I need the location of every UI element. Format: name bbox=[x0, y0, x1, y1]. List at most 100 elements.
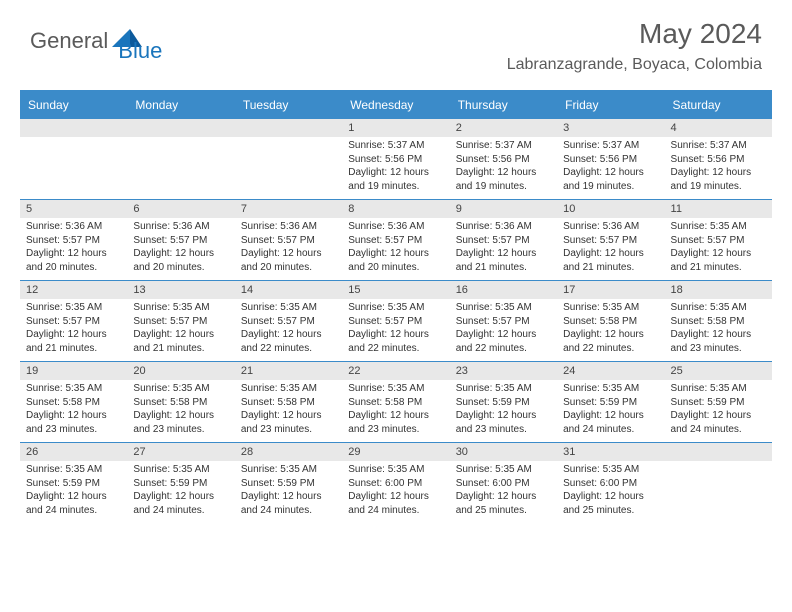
sunrise-text: Sunrise: 5:37 AM bbox=[671, 139, 766, 153]
sunrise-text: Sunrise: 5:35 AM bbox=[133, 463, 228, 477]
sunset-text: Sunset: 5:57 PM bbox=[241, 234, 336, 248]
day-cell: 26Sunrise: 5:35 AMSunset: 5:59 PMDayligh… bbox=[20, 443, 127, 523]
location-text: Labranzagrande, Boyaca, Colombia bbox=[507, 56, 762, 74]
sunset-text: Sunset: 5:56 PM bbox=[348, 153, 443, 167]
day-details: Sunrise: 5:36 AMSunset: 5:57 PMDaylight:… bbox=[20, 218, 127, 274]
day-number: 16 bbox=[450, 281, 557, 299]
day-details: Sunrise: 5:35 AMSunset: 5:59 PMDaylight:… bbox=[127, 461, 234, 517]
day-details: Sunrise: 5:35 AMSunset: 5:57 PMDaylight:… bbox=[20, 299, 127, 355]
day-details: Sunrise: 5:35 AMSunset: 5:59 PMDaylight:… bbox=[235, 461, 342, 517]
day-details: Sunrise: 5:36 AMSunset: 5:57 PMDaylight:… bbox=[235, 218, 342, 274]
sunset-text: Sunset: 5:57 PM bbox=[241, 315, 336, 329]
day-cell: 18Sunrise: 5:35 AMSunset: 5:58 PMDayligh… bbox=[665, 281, 772, 361]
day-cell: 4Sunrise: 5:37 AMSunset: 5:56 PMDaylight… bbox=[665, 119, 772, 199]
day-details: Sunrise: 5:35 AMSunset: 5:58 PMDaylight:… bbox=[342, 380, 449, 436]
day-details: Sunrise: 5:35 AMSunset: 5:57 PMDaylight:… bbox=[235, 299, 342, 355]
sunset-text: Sunset: 5:59 PM bbox=[26, 477, 121, 491]
daylight-text: Daylight: 12 hours and 24 minutes. bbox=[671, 409, 766, 436]
day-details: Sunrise: 5:35 AMSunset: 5:58 PMDaylight:… bbox=[557, 299, 664, 355]
day-number: 23 bbox=[450, 362, 557, 380]
sunrise-text: Sunrise: 5:36 AM bbox=[456, 220, 551, 234]
sunset-text: Sunset: 5:58 PM bbox=[671, 315, 766, 329]
day-cell bbox=[665, 443, 772, 523]
daylight-text: Daylight: 12 hours and 23 minutes. bbox=[133, 409, 228, 436]
week-row: 1Sunrise: 5:37 AMSunset: 5:56 PMDaylight… bbox=[20, 118, 772, 199]
sunset-text: Sunset: 5:58 PM bbox=[26, 396, 121, 410]
sunrise-text: Sunrise: 5:35 AM bbox=[241, 463, 336, 477]
daylight-text: Daylight: 12 hours and 25 minutes. bbox=[563, 490, 658, 517]
day-number: 25 bbox=[665, 362, 772, 380]
day-cell: 6Sunrise: 5:36 AMSunset: 5:57 PMDaylight… bbox=[127, 200, 234, 280]
day-cell: 25Sunrise: 5:35 AMSunset: 5:59 PMDayligh… bbox=[665, 362, 772, 442]
daylight-text: Daylight: 12 hours and 22 minutes. bbox=[563, 328, 658, 355]
day-number: 10 bbox=[557, 200, 664, 218]
day-details: Sunrise: 5:37 AMSunset: 5:56 PMDaylight:… bbox=[342, 137, 449, 193]
day-number: 20 bbox=[127, 362, 234, 380]
day-details: Sunrise: 5:36 AMSunset: 5:57 PMDaylight:… bbox=[342, 218, 449, 274]
day-number: 5 bbox=[20, 200, 127, 218]
day-cell: 1Sunrise: 5:37 AMSunset: 5:56 PMDaylight… bbox=[342, 119, 449, 199]
sunset-text: Sunset: 5:56 PM bbox=[456, 153, 551, 167]
daylight-text: Daylight: 12 hours and 22 minutes. bbox=[241, 328, 336, 355]
day-number: 11 bbox=[665, 200, 772, 218]
day-number: 14 bbox=[235, 281, 342, 299]
daylight-text: Daylight: 12 hours and 24 minutes. bbox=[133, 490, 228, 517]
sunset-text: Sunset: 5:56 PM bbox=[563, 153, 658, 167]
daylight-text: Daylight: 12 hours and 23 minutes. bbox=[241, 409, 336, 436]
weekday-header: Wednesday bbox=[342, 92, 449, 118]
sunrise-text: Sunrise: 5:35 AM bbox=[456, 301, 551, 315]
day-number bbox=[20, 119, 127, 137]
sunrise-text: Sunrise: 5:35 AM bbox=[26, 463, 121, 477]
day-details: Sunrise: 5:35 AMSunset: 5:58 PMDaylight:… bbox=[20, 380, 127, 436]
day-details: Sunrise: 5:35 AMSunset: 5:58 PMDaylight:… bbox=[127, 380, 234, 436]
day-cell: 3Sunrise: 5:37 AMSunset: 5:56 PMDaylight… bbox=[557, 119, 664, 199]
day-details: Sunrise: 5:35 AMSunset: 5:58 PMDaylight:… bbox=[235, 380, 342, 436]
daylight-text: Daylight: 12 hours and 23 minutes. bbox=[671, 328, 766, 355]
calendar-grid: Sunday Monday Tuesday Wednesday Thursday… bbox=[20, 90, 772, 523]
day-details: Sunrise: 5:35 AMSunset: 6:00 PMDaylight:… bbox=[450, 461, 557, 517]
daylight-text: Daylight: 12 hours and 21 minutes. bbox=[456, 247, 551, 274]
sunset-text: Sunset: 5:56 PM bbox=[671, 153, 766, 167]
day-details: Sunrise: 5:35 AMSunset: 5:57 PMDaylight:… bbox=[342, 299, 449, 355]
day-cell: 9Sunrise: 5:36 AMSunset: 5:57 PMDaylight… bbox=[450, 200, 557, 280]
daylight-text: Daylight: 12 hours and 21 minutes. bbox=[26, 328, 121, 355]
day-details: Sunrise: 5:36 AMSunset: 5:57 PMDaylight:… bbox=[127, 218, 234, 274]
sunrise-text: Sunrise: 5:35 AM bbox=[563, 301, 658, 315]
sunrise-text: Sunrise: 5:35 AM bbox=[348, 463, 443, 477]
brand-text-general: General bbox=[30, 28, 108, 54]
day-number: 22 bbox=[342, 362, 449, 380]
day-cell: 19Sunrise: 5:35 AMSunset: 5:58 PMDayligh… bbox=[20, 362, 127, 442]
day-details: Sunrise: 5:37 AMSunset: 5:56 PMDaylight:… bbox=[665, 137, 772, 193]
day-cell: 29Sunrise: 5:35 AMSunset: 6:00 PMDayligh… bbox=[342, 443, 449, 523]
day-number: 4 bbox=[665, 119, 772, 137]
day-details: Sunrise: 5:35 AMSunset: 5:57 PMDaylight:… bbox=[665, 218, 772, 274]
weekday-header: Monday bbox=[127, 92, 234, 118]
day-number: 19 bbox=[20, 362, 127, 380]
sunrise-text: Sunrise: 5:35 AM bbox=[456, 382, 551, 396]
sunset-text: Sunset: 5:58 PM bbox=[563, 315, 658, 329]
sunrise-text: Sunrise: 5:35 AM bbox=[456, 463, 551, 477]
day-number: 9 bbox=[450, 200, 557, 218]
day-number: 27 bbox=[127, 443, 234, 461]
daylight-text: Daylight: 12 hours and 21 minutes. bbox=[133, 328, 228, 355]
week-row: 12Sunrise: 5:35 AMSunset: 5:57 PMDayligh… bbox=[20, 280, 772, 361]
day-number bbox=[127, 119, 234, 137]
day-cell: 10Sunrise: 5:36 AMSunset: 5:57 PMDayligh… bbox=[557, 200, 664, 280]
day-number: 29 bbox=[342, 443, 449, 461]
sunrise-text: Sunrise: 5:37 AM bbox=[348, 139, 443, 153]
sunrise-text: Sunrise: 5:35 AM bbox=[671, 220, 766, 234]
daylight-text: Daylight: 12 hours and 21 minutes. bbox=[671, 247, 766, 274]
daylight-text: Daylight: 12 hours and 19 minutes. bbox=[348, 166, 443, 193]
sunset-text: Sunset: 5:57 PM bbox=[348, 234, 443, 248]
sunrise-text: Sunrise: 5:36 AM bbox=[133, 220, 228, 234]
brand-text-blue: Blue bbox=[118, 38, 162, 64]
day-cell: 24Sunrise: 5:35 AMSunset: 5:59 PMDayligh… bbox=[557, 362, 664, 442]
daylight-text: Daylight: 12 hours and 20 minutes. bbox=[348, 247, 443, 274]
day-details: Sunrise: 5:35 AMSunset: 6:00 PMDaylight:… bbox=[342, 461, 449, 517]
daylight-text: Daylight: 12 hours and 20 minutes. bbox=[133, 247, 228, 274]
week-row: 26Sunrise: 5:35 AMSunset: 5:59 PMDayligh… bbox=[20, 442, 772, 523]
sunset-text: Sunset: 5:59 PM bbox=[456, 396, 551, 410]
day-cell: 12Sunrise: 5:35 AMSunset: 5:57 PMDayligh… bbox=[20, 281, 127, 361]
sunset-text: Sunset: 5:58 PM bbox=[348, 396, 443, 410]
sunset-text: Sunset: 5:57 PM bbox=[563, 234, 658, 248]
